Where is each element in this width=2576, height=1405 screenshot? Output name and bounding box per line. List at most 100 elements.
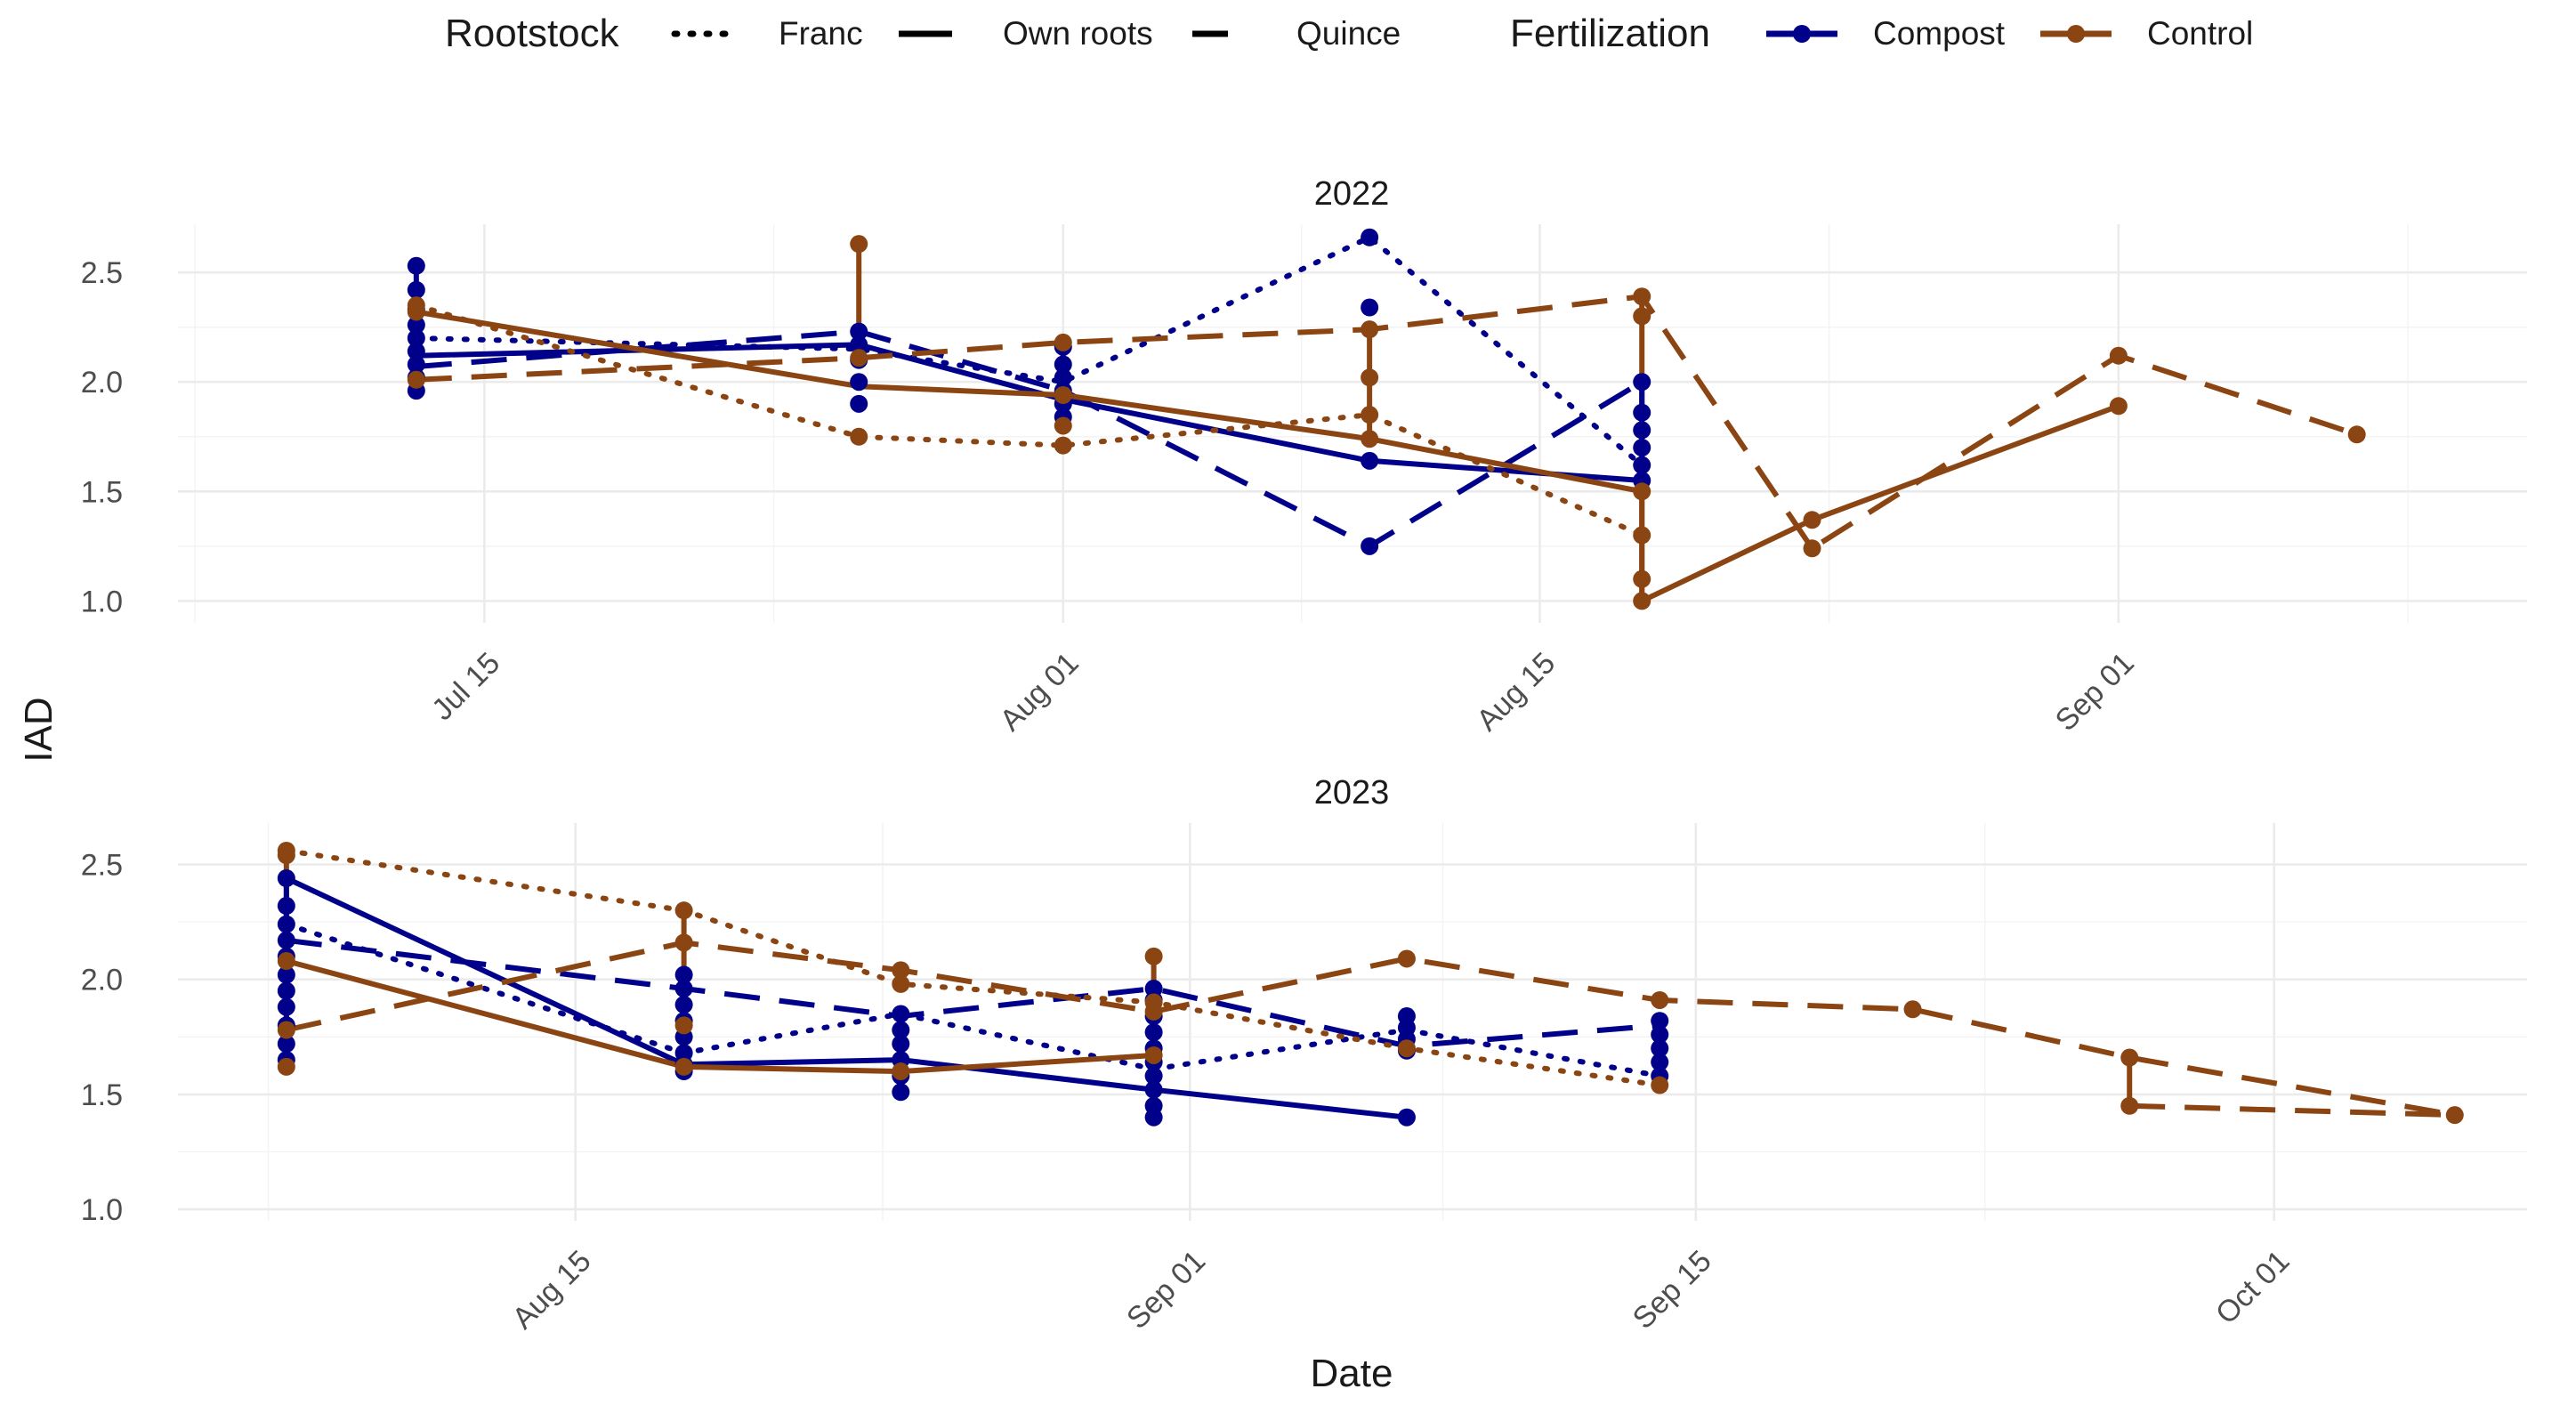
data-point-control [674, 1057, 693, 1076]
y-tick-label: 1.5 [81, 1078, 123, 1112]
panel-2023-points [277, 842, 2464, 1126]
legend-label-franc: Franc [779, 15, 863, 52]
data-point-compost [407, 329, 425, 347]
panel-2022-points [407, 228, 2366, 610]
y-tick-label: 1.0 [81, 1193, 123, 1227]
y-axis-title: IAD [17, 697, 61, 762]
data-point-compost [277, 997, 295, 1016]
data-point-compost [892, 1005, 910, 1023]
data-point-control [674, 1016, 693, 1035]
data-point-compost [1651, 1039, 1669, 1058]
data-point-control [277, 842, 295, 860]
data-point-control [1633, 482, 1651, 501]
data-point-compost [277, 897, 295, 916]
data-point-control [2120, 1096, 2139, 1115]
data-point-control [1633, 569, 1651, 588]
y-tick-label: 2.5 [81, 849, 123, 883]
series-line-control-franc [283, 848, 1663, 1088]
data-point-compost [1651, 1012, 1669, 1030]
data-point-compost [674, 965, 693, 984]
data-point-control [407, 296, 425, 315]
data-point-control [892, 961, 910, 980]
data-point-compost [1144, 1096, 1163, 1115]
data-point-control [2120, 1048, 2139, 1067]
data-point-control [850, 427, 868, 446]
data-point-control [1633, 592, 1651, 610]
data-point-compost [407, 256, 425, 275]
data-point-compost [1361, 228, 1379, 246]
data-point-control [1361, 430, 1379, 448]
legend-title-fertilization: Fertilization [1510, 12, 1710, 55]
series-line-compost-franc [413, 234, 1645, 468]
legend: Rootstock Franc Own roots Quince Fertiliza… [445, 12, 2253, 55]
data-point-compost [892, 1021, 910, 1039]
panel-2022-y-tick-labels: 1.0 1.5 2.0 2.5 [81, 256, 123, 618]
data-point-control [1633, 307, 1651, 326]
y-tick-label: 2.0 [81, 964, 123, 997]
data-point-compost [1144, 980, 1163, 998]
panel-2022-grid [178, 224, 2527, 623]
data-point-control [892, 974, 910, 993]
data-point-compost [1144, 1023, 1163, 1042]
y-tick-label: 1.0 [81, 585, 123, 618]
data-point-control [850, 349, 868, 367]
data-point-compost [407, 316, 425, 335]
legend-label-quince: Quince [1296, 15, 1401, 52]
data-point-control [1651, 1076, 1669, 1094]
y-tick-label: 2.5 [81, 256, 123, 290]
data-point-compost [1633, 373, 1651, 392]
data-point-compost [277, 915, 295, 933]
data-point-control [2347, 425, 2366, 444]
data-point-compost [277, 931, 295, 949]
data-point-control [407, 370, 425, 389]
legend-rootstock-keys: Franc Own roots Quince [671, 15, 1401, 52]
data-point-control [2109, 397, 2128, 416]
panel-title-2022: 2022 [1314, 175, 1390, 213]
data-point-compost [1397, 1007, 1416, 1026]
data-point-compost [674, 996, 693, 1014]
data-point-compost [277, 965, 295, 984]
legend-key-point-control [2067, 25, 2085, 43]
data-point-control [2445, 1106, 2464, 1125]
data-point-control [674, 933, 693, 952]
data-point-control [1054, 333, 1072, 351]
data-point-compost [850, 335, 868, 354]
data-point-control [1361, 368, 1379, 387]
panel-title-2023: 2023 [1314, 774, 1390, 812]
data-point-compost [1633, 456, 1651, 474]
data-point-control [2109, 346, 2128, 365]
legend-label-control: Control [2147, 15, 2253, 52]
data-point-compost [407, 355, 425, 374]
panel-2023-y-tick-labels: 1.0 1.5 2.0 2.5 [81, 849, 123, 1228]
data-point-compost [407, 280, 425, 299]
data-point-control [1903, 1000, 1922, 1019]
data-point-compost [277, 1035, 295, 1054]
legend-key-point-compost [1793, 25, 1811, 43]
data-point-control [277, 1021, 295, 1039]
series-line-compost-franc [283, 921, 1663, 1079]
data-point-control [277, 1057, 295, 1076]
data-point-compost [1054, 355, 1072, 374]
data-point-compost [1651, 1053, 1669, 1071]
legend-label-compost: Compost [1873, 15, 2006, 52]
data-point-control [1397, 949, 1416, 968]
data-point-control [1144, 993, 1163, 1012]
data-point-control [892, 1062, 910, 1081]
data-point-control [1633, 287, 1651, 306]
data-point-compost [1144, 1080, 1163, 1099]
data-point-control [1361, 320, 1379, 339]
data-point-compost [850, 394, 868, 413]
data-point-compost [1361, 451, 1379, 470]
data-point-compost [277, 869, 295, 888]
data-point-compost [674, 1044, 693, 1062]
series-line-control-own-roots [286, 958, 1154, 1075]
series-line-control-quince [416, 294, 2358, 552]
data-point-compost [850, 373, 868, 392]
data-point-control [850, 235, 868, 254]
data-point-compost [277, 981, 295, 1000]
legend-title-rootstock: Rootstock [445, 12, 620, 55]
data-point-compost [1651, 1025, 1669, 1044]
y-tick-label: 1.5 [81, 475, 123, 509]
